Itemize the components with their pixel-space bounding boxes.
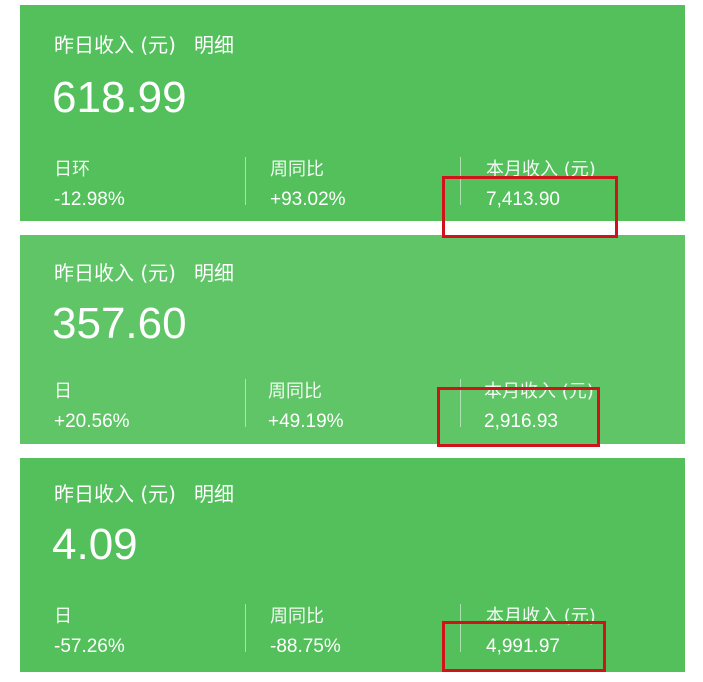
detail-link[interactable]: 明细: [193, 482, 234, 506]
title-text: 昨日收入 (元): [54, 33, 176, 57]
divider: [245, 604, 246, 652]
stat-week: 周同比 +93.02%: [270, 155, 346, 211]
income-card-2: 昨日收入 (元) 明细 357.60 日 +20.56% 周同比 +49.19% 本月…: [20, 235, 685, 444]
divider: [460, 157, 461, 205]
stat-value: 7,413.90: [486, 189, 560, 210]
stat-value: 4,991.97: [486, 636, 560, 657]
card-title: 昨日收入 (元) 明细: [54, 478, 234, 507]
highlight-box: [442, 621, 606, 672]
stat-label: 日: [54, 381, 72, 402]
stat-label: 本月收入 (元): [484, 381, 594, 402]
stat-day: 日 -57.26%: [54, 602, 125, 658]
highlight-box: [442, 176, 618, 238]
yesterday-amount: 357.60: [52, 299, 187, 348]
highlight-box: [437, 387, 600, 447]
yesterday-amount: 618.99: [52, 73, 187, 122]
stat-value: -57.26%: [54, 636, 125, 657]
stat-day: 日环 -12.98%: [54, 155, 125, 211]
stat-label: 日环: [54, 159, 90, 180]
detail-link[interactable]: 明细: [193, 261, 234, 285]
stat-value: -88.75%: [270, 636, 341, 657]
divider: [245, 379, 246, 427]
detail-link[interactable]: 明细: [193, 33, 234, 57]
title-text: 昨日收入 (元): [54, 482, 176, 506]
divider: [245, 157, 246, 205]
card-title: 昨日收入 (元) 明细: [54, 257, 234, 286]
stat-value: +49.19%: [268, 411, 344, 432]
stat-label: 日: [54, 606, 72, 627]
yesterday-amount: 4.09: [52, 520, 138, 569]
divider: [460, 379, 461, 427]
title-text: 昨日收入 (元): [54, 261, 176, 285]
card-title: 昨日收入 (元) 明细: [54, 29, 234, 58]
stat-month: 本月收入 (元) 2,916.93: [484, 377, 594, 433]
stat-day: 日 +20.56%: [54, 377, 130, 433]
stat-value: +20.56%: [54, 411, 130, 432]
stat-week: 周同比 +49.19%: [268, 377, 344, 433]
stat-value: 2,916.93: [484, 411, 558, 432]
stat-label: 周同比: [270, 606, 324, 627]
income-card-3: 昨日收入 (元) 明细 4.09 日 -57.26% 周同比 -88.75% 本月收入…: [20, 458, 685, 672]
stat-value: +93.02%: [270, 189, 346, 210]
stat-label: 本月收入 (元): [486, 159, 596, 180]
income-card-1: 昨日收入 (元) 明细 618.99 日环 -12.98% 周同比 +93.02% 本…: [20, 5, 685, 221]
stat-label: 周同比: [268, 381, 322, 402]
stat-month: 本月收入 (元) 7,413.90: [486, 155, 596, 211]
stat-week: 周同比 -88.75%: [270, 602, 341, 658]
stat-value: -12.98%: [54, 189, 125, 210]
stat-label: 周同比: [270, 159, 324, 180]
divider: [460, 604, 461, 652]
